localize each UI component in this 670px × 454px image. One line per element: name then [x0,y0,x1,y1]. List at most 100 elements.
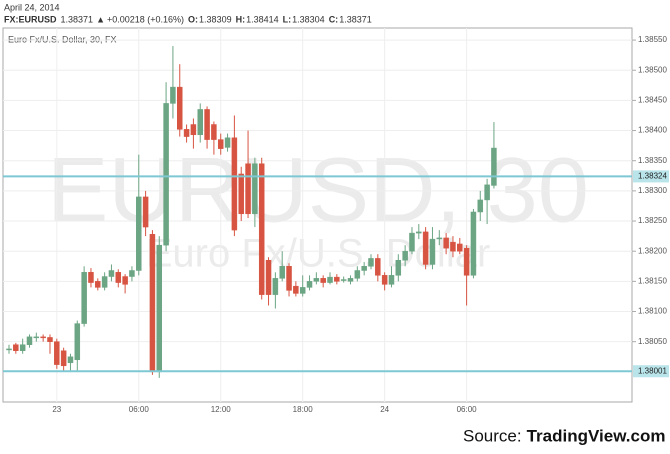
candle-body [211,124,217,140]
y-tick-label: 1.38350 [638,156,667,165]
candle-body [422,231,429,265]
y-tick-label: 1.38200 [638,246,667,255]
candle-body [224,137,231,148]
y-tick-label: 1.38100 [638,307,667,316]
candle-body [67,356,74,364]
candle-body [340,279,347,281]
ohlc-label: L: [283,14,292,24]
candle-body [115,272,122,283]
candle-body [197,109,203,136]
candle-body [129,270,135,277]
candle-body [156,244,163,373]
candle-body [388,275,395,285]
ohlc-value: 1.38414 [246,14,279,24]
candle-body [13,344,19,351]
candle-body [170,86,176,104]
ohlc-value: 1.38304 [292,14,325,24]
price-label: 1.38324 [638,172,667,181]
candle-body [252,163,258,215]
y-tick-label: 1.38500 [638,65,667,74]
candle-body [484,184,490,201]
candle-body [402,250,408,261]
candle-body [47,337,53,342]
y-tick-label: 1.38400 [638,126,667,135]
candle-body [245,163,251,215]
ohlc-label: O: [188,14,198,24]
candle-body [26,336,33,345]
x-tick-label: 06:00 [457,405,478,414]
candle-body [231,137,238,231]
candle-body [320,278,326,283]
ohlc-label: C: [329,14,339,24]
y-tick-label: 1.38050 [638,337,667,346]
candle-body [354,270,361,279]
candle-body [33,336,40,339]
symbol: FX:EURUSD [4,14,57,24]
change: +0.00218 (+0.16%) [107,14,184,24]
candle-body [238,173,244,215]
candle-body [177,86,183,130]
candle-body [122,276,128,285]
candle-body [74,323,81,361]
candle-body [491,147,497,186]
candle-body [334,276,340,282]
candle-body [40,336,46,339]
candle-body [258,163,265,295]
candle-body [265,259,272,295]
candle-body [368,258,374,267]
x-tick-label: 23 [52,405,61,414]
candle-body [470,211,477,276]
x-tick-label: 12:00 [211,405,232,414]
candle-body [54,341,60,365]
y-tick-label: 1.38550 [638,35,667,44]
change-arrow: ▲ [96,14,105,24]
candle-body [375,258,381,276]
chart-title: Euro Fx/U.S. Dollar, 30, FX [8,34,117,44]
candle-body [443,237,449,249]
plot-frame [2,27,633,403]
y-tick-label: 1.38450 [638,95,667,104]
candle-body [450,241,456,252]
candle-body [108,270,115,277]
candle-body [204,109,210,140]
price-label-box [633,365,669,378]
candle-body [409,232,415,252]
candle-body [293,285,299,294]
candle-body [81,272,87,324]
candle-body [463,247,470,276]
candle-body [429,238,436,265]
candle-body [190,124,197,136]
price-label: 1.38001 [638,366,667,375]
candle-body [477,199,484,213]
candle-body [88,272,94,283]
candle-body [299,287,306,294]
x-tick-label: 18:00 [293,405,314,414]
ohlc-label: H: [236,14,246,24]
y-tick-label: 1.38250 [638,216,667,225]
source-name: TradingView.com [527,426,666,445]
candle-body [217,139,224,149]
candle-body [279,266,285,279]
candle-body [149,234,156,373]
candle-body [6,348,12,351]
candle-body [101,276,108,288]
source-prefix: Source: [463,426,522,445]
watermark: EURUSD, 30 [47,139,589,241]
candle-body [416,231,422,234]
candle-body [163,103,169,246]
candle-body [313,278,320,282]
candle-body [381,275,388,285]
price-label-box [633,170,669,183]
candle-body [60,350,67,367]
y-tick-label: 1.38300 [638,186,667,195]
date: April 24, 2014 [4,2,60,12]
candle-body [95,281,101,288]
x-tick-label: 06:00 [129,405,150,414]
candle-body [457,243,463,252]
candle-body [436,237,443,240]
candle-body [327,276,333,283]
candle-body [286,266,292,291]
ohlc-value: 1.38309 [199,14,232,24]
